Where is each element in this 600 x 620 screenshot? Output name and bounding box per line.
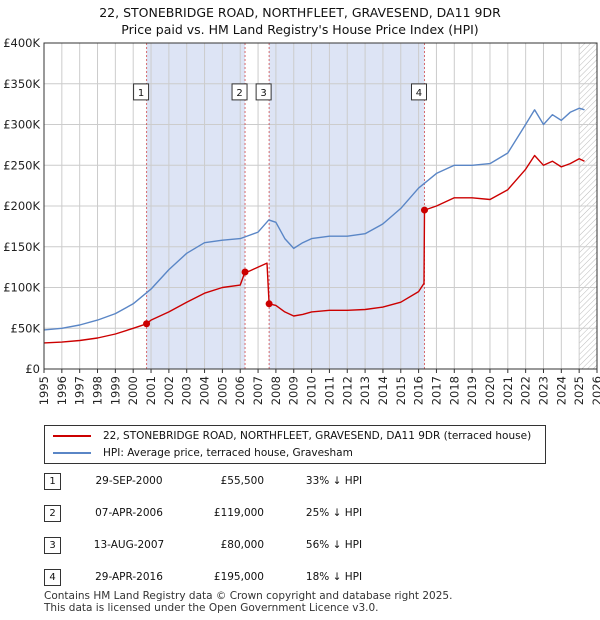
y-tick-label: £150K [3, 240, 40, 254]
x-tick-label: 1998 [91, 376, 105, 405]
sale-point [420, 206, 428, 214]
x-tick-label: 2022 [519, 376, 533, 405]
transaction-price: £55,500 [220, 475, 264, 487]
table-row: 2 07-APR-2006 £119,000 25% ↓ HPI [44, 502, 444, 524]
x-tick-label: 2023 [536, 376, 550, 405]
legend-line-property [53, 435, 91, 437]
x-tick-label: 1996 [55, 376, 69, 405]
x-tick-label: 2014 [376, 376, 390, 405]
x-tick-label: 2013 [358, 376, 372, 405]
transaction-number: 1 [44, 473, 61, 490]
x-tick-label: 2016 [412, 376, 426, 405]
sale-marker-label: 2 [236, 88, 242, 99]
footer-line-2: This data is licensed under the Open Gov… [44, 602, 379, 614]
sale-marker-frame [231, 83, 248, 101]
legend: 22, STONEBRIDGE ROAD, NORTHFLEET, GRAVES… [44, 425, 546, 464]
sale-marker-label: 1 [138, 88, 144, 99]
x-tick-label: 2010 [305, 376, 319, 405]
sale-marker-box: 2 [231, 83, 248, 101]
x-tick-label: 2024 [554, 376, 568, 405]
x-tick-label: 2026 [590, 376, 600, 405]
table-row: 3 13-AUG-2007 £80,000 56% ↓ HPI [44, 534, 444, 556]
transaction-number: 4 [44, 569, 61, 586]
transaction-number: 2 [44, 505, 61, 522]
title-line-1: 22, STONEBRIDGE ROAD, NORTHFLEET, GRAVES… [99, 5, 501, 20]
transaction-hpi-diff: 56% ↓ HPI [305, 539, 363, 551]
x-tick-label: 2011 [322, 376, 336, 405]
transaction-date: 29-SEP-2000 [95, 475, 163, 487]
legend-item-hpi: HPI: Average price, terraced house, Grav… [53, 445, 353, 461]
x-tick-label: 2007 [251, 376, 265, 405]
x-tick-label: 1995 [37, 376, 51, 405]
y-tick-label: £250K [3, 158, 40, 172]
transaction-date: 29-APR-2016 [95, 571, 163, 583]
series-line-property [43, 154, 585, 344]
y-tick-label: £200K [3, 199, 40, 213]
y-tick-label: £0 [25, 362, 40, 376]
transaction-hpi-diff: 18% ↓ HPI [305, 571, 363, 583]
sale-point [241, 268, 249, 276]
x-tick-label: 2006 [233, 376, 247, 405]
y-tick-label: £350K [3, 77, 40, 91]
x-tick-label: 2008 [269, 376, 283, 405]
chart-title: 22, STONEBRIDGE ROAD, NORTHFLEET, GRAVES… [0, 4, 600, 38]
sale-marker-box: 1 [133, 83, 150, 101]
sale-marker-box: 3 [255, 83, 272, 101]
transaction-hpi-diff: 33% ↓ HPI [305, 475, 363, 487]
sale-marker-label: 3 [260, 88, 266, 99]
x-tick-label: 2015 [394, 376, 408, 405]
x-tick-label: 2009 [287, 376, 301, 405]
legend-line-hpi [53, 452, 91, 454]
x-tick-label: 2020 [483, 376, 497, 405]
x-tick-label: 2000 [126, 376, 140, 405]
x-tick-label: 2004 [198, 376, 212, 405]
y-tick-label: £300K [3, 118, 40, 132]
x-tick-label: 2025 [572, 376, 586, 405]
sale-marker-box: 4 [410, 83, 427, 101]
sale-marker-frame [255, 83, 272, 101]
x-tick-label: 1997 [73, 376, 87, 405]
x-tick-label: 2021 [501, 376, 515, 405]
legend-label-hpi: HPI: Average price, terraced house, Grav… [103, 447, 353, 459]
transaction-date: 13-AUG-2007 [93, 539, 165, 551]
legend-item-property: 22, STONEBRIDGE ROAD, NORTHFLEET, GRAVES… [53, 428, 531, 444]
transaction-price: £195,000 [213, 571, 264, 583]
transaction-price: £80,000 [220, 539, 264, 551]
title-line-2: Price paid vs. HM Land Registry's House … [121, 22, 479, 37]
table-row: 4 29-APR-2016 £195,000 18% ↓ HPI [44, 566, 444, 588]
plot-frame [43, 42, 598, 370]
price-chart: £0 £50K £100K £150K £200K £250K £300K £350K £400… [3, 36, 600, 405]
footer-line-1: Contains HM Land Registry data © Crown c… [44, 590, 453, 602]
x-tick-label: 2019 [465, 376, 479, 405]
x-tick-label: 2003 [180, 376, 194, 405]
transaction-number: 3 [44, 537, 61, 554]
series-line-hpi [43, 107, 585, 331]
x-tick-label: 2017 [429, 376, 443, 405]
x-tick-label: 2012 [340, 376, 354, 405]
transaction-price: £119,000 [213, 507, 264, 519]
transaction-date: 07-APR-2006 [95, 507, 163, 519]
sale-point [143, 320, 151, 328]
y-tick-label: £400K [3, 36, 40, 50]
x-tick-label: 2002 [162, 376, 176, 405]
x-tick-label: 1999 [108, 376, 122, 405]
sale-marker-label: 4 [416, 88, 422, 99]
y-tick-label: £50K [11, 321, 41, 335]
sale-marker-frame [410, 83, 427, 101]
legend-label-property: 22, STONEBRIDGE ROAD, NORTHFLEET, GRAVES… [103, 430, 532, 442]
x-tick-label: 2018 [447, 376, 461, 405]
y-tick-label: £100K [3, 281, 40, 295]
transaction-hpi-diff: 25% ↓ HPI [305, 507, 363, 519]
sale-marker-frame [133, 83, 150, 101]
sale-point [265, 300, 273, 308]
table-row: 1 29-SEP-2000 £55,500 33% ↓ HPI [44, 470, 444, 492]
footer-notice: Contains HM Land Registry data © Crown c… [44, 590, 452, 614]
x-tick-label: 2005 [215, 376, 229, 405]
x-tick-label: 2001 [144, 376, 158, 405]
